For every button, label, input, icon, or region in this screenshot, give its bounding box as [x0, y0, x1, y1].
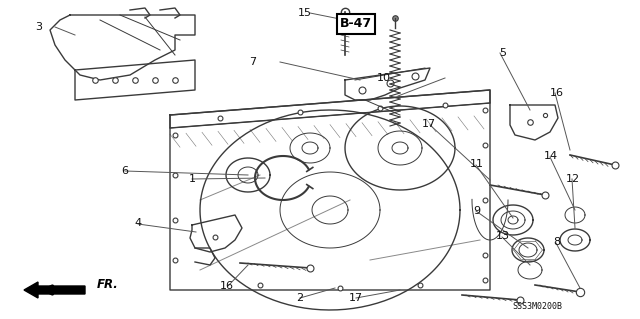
- Text: 7: 7: [249, 57, 257, 67]
- Text: 13: 13: [495, 231, 509, 241]
- Text: 2: 2: [296, 293, 303, 303]
- Text: 6: 6: [122, 166, 128, 176]
- FancyArrow shape: [24, 282, 85, 298]
- Text: SSS3M0200B: SSS3M0200B: [513, 302, 563, 311]
- Text: 14: 14: [543, 151, 557, 161]
- Text: 15: 15: [298, 8, 312, 18]
- Text: 5: 5: [499, 48, 506, 58]
- Text: 16: 16: [220, 280, 234, 291]
- Text: 11: 11: [470, 159, 484, 169]
- Text: FR.: FR.: [97, 278, 119, 292]
- Text: 1: 1: [189, 174, 195, 184]
- Text: 10: 10: [377, 73, 391, 83]
- Text: 17: 17: [349, 293, 363, 303]
- Text: 12: 12: [566, 174, 580, 184]
- Text: 9: 9: [473, 205, 481, 216]
- Text: 4: 4: [134, 218, 141, 228]
- Text: 16: 16: [550, 87, 564, 98]
- Text: 8: 8: [553, 237, 561, 248]
- Text: B-47: B-47: [340, 18, 372, 30]
- Text: 17: 17: [422, 119, 436, 130]
- Text: 3: 3: [35, 22, 42, 32]
